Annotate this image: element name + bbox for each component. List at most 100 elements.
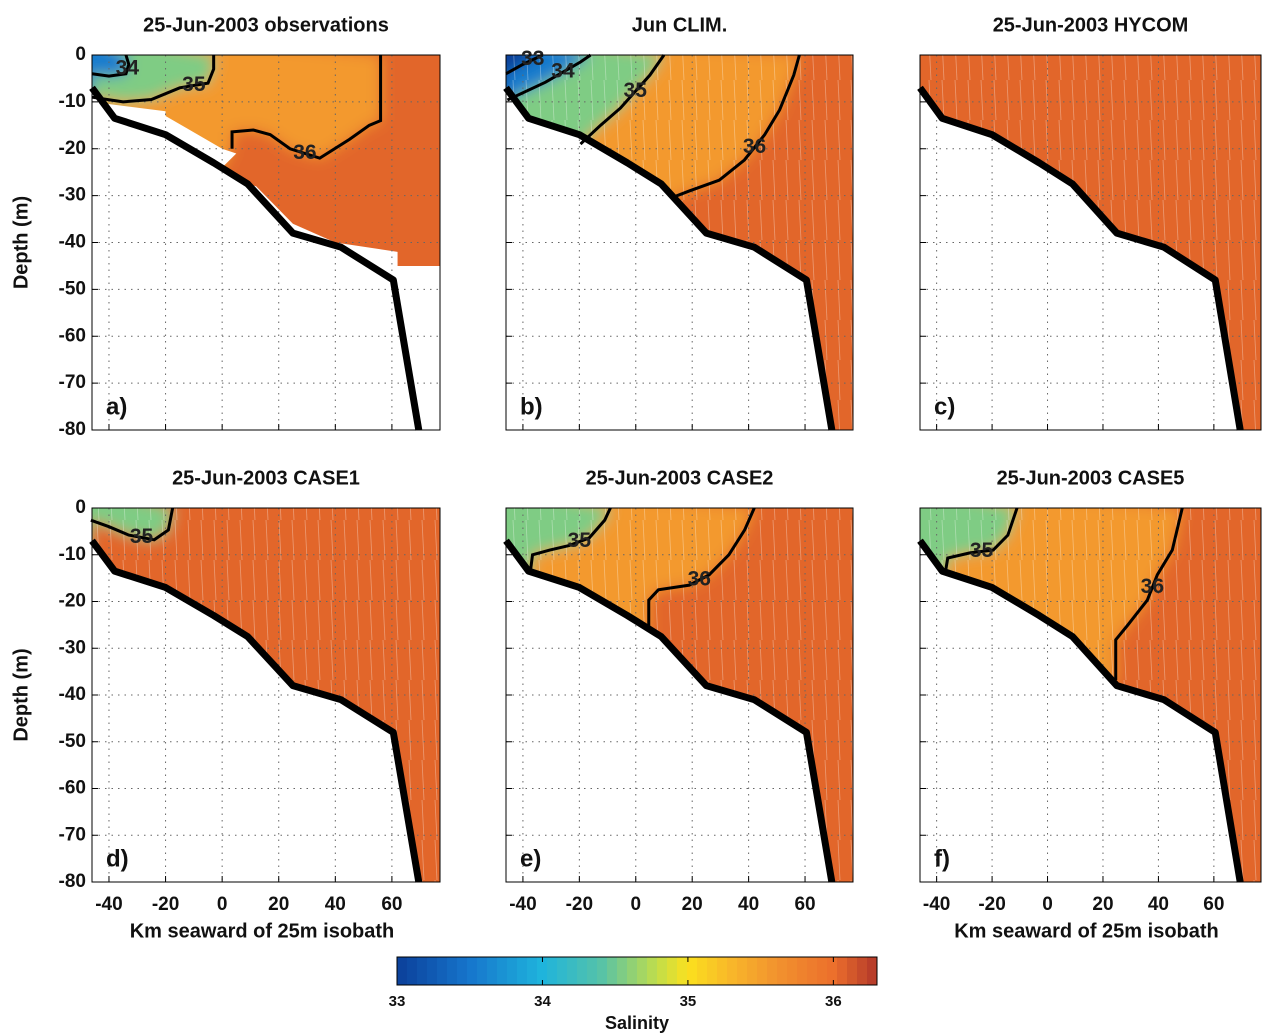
bathymetry-line	[503, 85, 836, 431]
colorbar-tick-label: 33	[389, 993, 406, 1010]
colorbar-swatch	[847, 957, 858, 985]
panel-label: c)	[934, 393, 955, 420]
panel: 0 -10 -20 -30 -40 -50 -60 -70 -80 36 35 3425-Jun-20…	[10, 14, 441, 440]
colorbar-swatch	[507, 957, 518, 985]
colorbar-swatch	[517, 957, 528, 985]
colorbar-tick-label: 34	[534, 993, 551, 1010]
plot-frame	[91, 507, 441, 883]
colorbar-swatch	[617, 957, 628, 985]
panel-label: d)	[106, 845, 129, 872]
x-tick-label: 20	[268, 894, 289, 915]
panel-title: 25-Jun-2003 CASE2	[586, 467, 774, 489]
y-axis-label: Depth (m)	[10, 648, 32, 741]
panel-label: f)	[934, 845, 950, 872]
colorbar-frame	[396, 956, 878, 986]
x-tick-label: 60	[1203, 894, 1224, 915]
x-tick-label: 20	[682, 894, 703, 915]
panel: 25-Jun-2003 HYCOM c)	[917, 14, 1262, 431]
contour-line	[91, 54, 131, 78]
panel-title: Jun CLIM.	[632, 14, 728, 36]
x-tick-label: -40	[509, 894, 536, 915]
colorbar-swatch	[647, 957, 658, 985]
colorbar-tick-label: 36	[825, 993, 842, 1010]
colorbar-swatch	[777, 957, 788, 985]
contour-line	[506, 53, 592, 102]
y-tick-label: -20	[59, 591, 86, 612]
y-axis-label: Depth (m)	[10, 196, 32, 289]
y-tick-label: -30	[59, 185, 86, 206]
colorbar-swatch	[627, 957, 638, 985]
x-tick-label: 0	[630, 894, 641, 915]
y-tick-label: -70	[59, 372, 86, 393]
panel-title: 25-Jun-2003 HYCOM	[993, 14, 1189, 36]
contour-line	[91, 55, 216, 104]
colorbar-swatch	[677, 957, 688, 985]
bathymetry-line	[89, 85, 423, 431]
colorbar-swatch	[687, 957, 698, 985]
colorbar-swatch	[607, 957, 618, 985]
bathymetry-line	[917, 85, 1244, 431]
colorbar-swatch	[797, 957, 808, 985]
panel-label: e)	[520, 845, 541, 872]
plot-frame	[91, 54, 441, 431]
panel: -40 -20 0 20 40 60 0 -10 -20 -30 -40 -50 -60 -70 -80 35…	[10, 467, 441, 942]
plot-frame	[919, 507, 1262, 883]
x-tick-label: -40	[95, 894, 122, 915]
contour-line	[579, 54, 666, 146]
contour-label: 35	[568, 529, 592, 552]
x-tick-label: 0	[1042, 894, 1053, 915]
colorbar-swatch	[787, 957, 798, 985]
colorbar-swatch	[727, 957, 738, 985]
y-tick-label: -60	[59, 778, 86, 799]
y-tick-label: 0	[75, 497, 86, 518]
x-tick-label: 40	[1148, 894, 1169, 915]
contour-label: 33	[521, 47, 544, 70]
colorbar-swatch	[767, 957, 778, 985]
y-tick-label: -50	[59, 278, 86, 299]
contour-line	[90, 507, 175, 542]
y-tick-label: -30	[59, 637, 86, 658]
colorbar-swatch	[737, 957, 748, 985]
colorbar-swatch	[827, 957, 838, 985]
panel: -40 -20 0 20 40 60 36 35 25-Jun-2003 CASE2 e)	[503, 467, 854, 915]
colorbar-swatch	[407, 957, 418, 985]
x-axis-label: Km seaward of 25m isobath	[954, 920, 1219, 942]
colorbar-swatch	[497, 957, 508, 985]
colorbar-swatch	[637, 957, 648, 985]
panel-title: 25-Jun-2003 CASE5	[997, 467, 1185, 489]
y-tick-label: -40	[59, 232, 86, 253]
colorbar-swatch	[807, 957, 818, 985]
colorbar-swatch	[707, 957, 718, 985]
plot-frame	[919, 54, 1262, 431]
y-tick-label: -10	[59, 544, 86, 565]
colorbar-swatch	[577, 957, 588, 985]
colorbar-swatch	[597, 957, 608, 985]
x-tick-label: -20	[978, 894, 1005, 915]
bathymetry-line	[503, 538, 836, 883]
colorbar-swatch	[817, 957, 828, 985]
colorbar-swatch	[457, 957, 468, 985]
x-tick-label: 0	[217, 894, 228, 915]
contour-line	[230, 55, 383, 160]
contour-label: 35	[130, 525, 154, 548]
plot-frame	[505, 54, 854, 431]
colorbar-tick-label: 35	[680, 993, 697, 1010]
x-tick-label: -20	[152, 894, 179, 915]
x-tick-label: 20	[1092, 894, 1113, 915]
x-tick-label: -20	[566, 894, 593, 915]
x-tick-label: 60	[381, 894, 402, 915]
y-tick-label: 0	[75, 44, 86, 65]
colorbar-swatch	[547, 957, 558, 985]
colorbar-swatch	[487, 957, 498, 985]
contour-label: 35	[970, 539, 994, 562]
colorbar-swatch	[397, 957, 408, 985]
colorbar-swatch	[747, 957, 758, 985]
colorbar-swatch	[447, 957, 458, 985]
y-tick-label: -80	[59, 419, 86, 440]
contour-label: 35	[182, 73, 206, 96]
colorbar-swatch	[667, 957, 678, 985]
panel-title: 25-Jun-2003 CASE1	[172, 467, 360, 489]
y-tick-label: -20	[59, 138, 86, 159]
x-tick-label: 40	[325, 894, 346, 915]
